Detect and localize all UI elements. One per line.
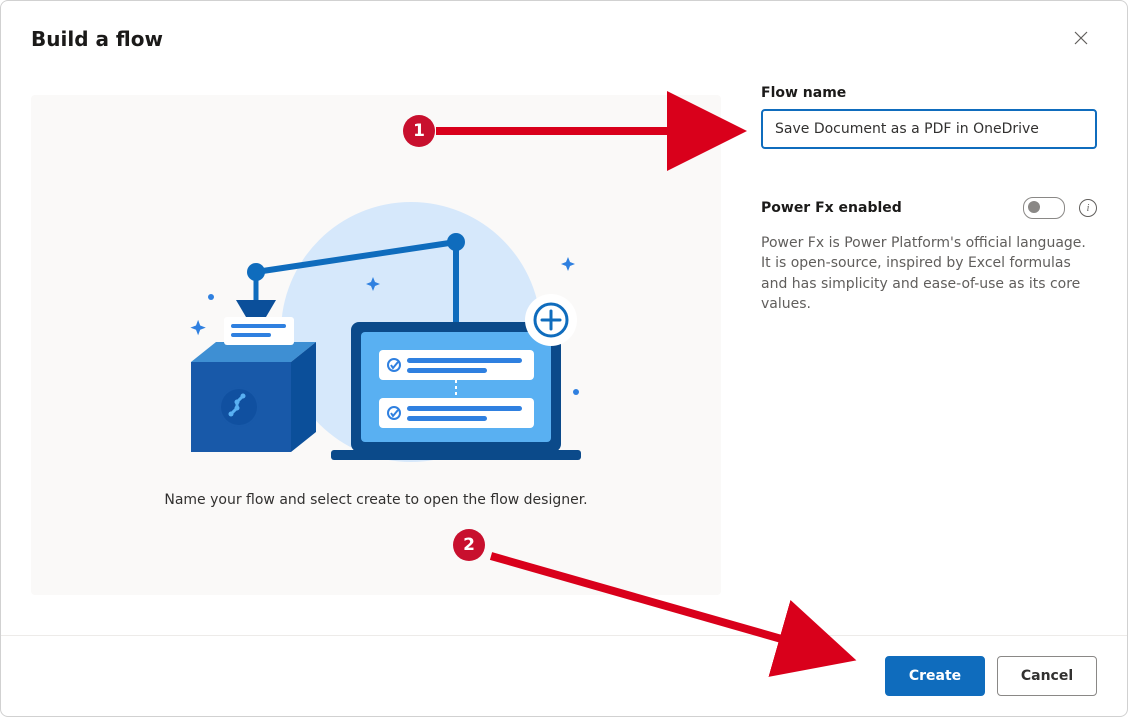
info-icon[interactable]: i [1079, 199, 1097, 217]
flow-name-label: Flow name [761, 85, 1097, 101]
illustration-panel: Name your flow and select create to open… [31, 95, 721, 595]
dialog-footer: Create Cancel [1, 635, 1127, 716]
panel-hint: Name your flow and select create to open… [164, 492, 587, 508]
cancel-button[interactable]: Cancel [997, 656, 1097, 696]
dialog-title: Build a flow [31, 27, 163, 51]
dialog-body: Name your flow and select create to open… [1, 65, 1127, 605]
build-flow-dialog: Build a flow [0, 0, 1128, 717]
create-button[interactable]: Create [885, 656, 985, 696]
flow-illustration [161, 182, 591, 462]
dialog-header: Build a flow [1, 1, 1127, 65]
powerfx-label: Power Fx enabled [761, 200, 1009, 216]
flow-name-input[interactable] [761, 109, 1097, 149]
close-icon [1074, 31, 1088, 48]
close-button[interactable] [1065, 23, 1097, 55]
powerfx-description: Power Fx is Power Platform's official la… [761, 233, 1097, 314]
powerfx-section: Power Fx enabled i Power Fx is Power Pla… [761, 197, 1097, 314]
powerfx-toggle[interactable] [1023, 197, 1065, 219]
form-panel: Flow name Power Fx enabled i Power Fx is… [761, 65, 1097, 605]
